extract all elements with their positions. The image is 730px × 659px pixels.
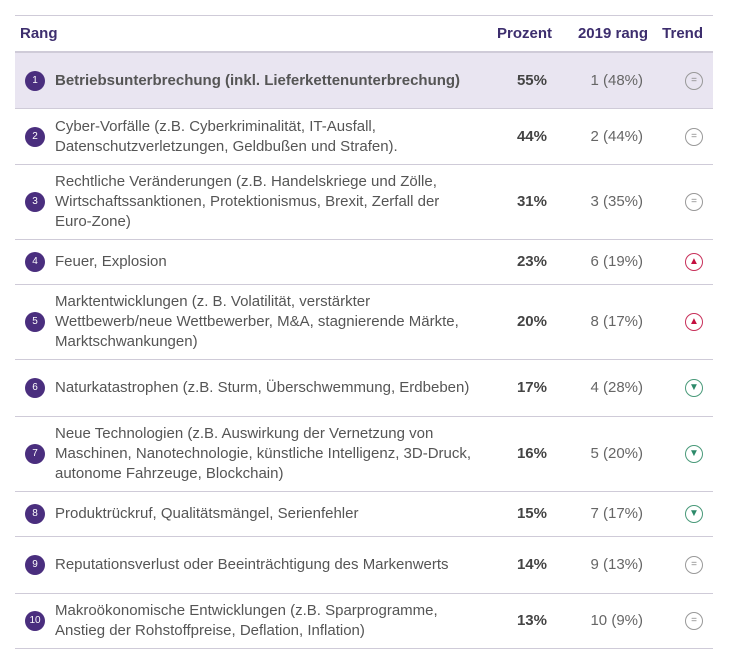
rank-badge: 1 — [25, 70, 45, 91]
rank-badge: 10 — [25, 611, 45, 631]
trend-equal-icon: = — [685, 612, 703, 630]
table-row: 8 Produktrückruf, Qualitätsmängel, Serie… — [15, 492, 713, 537]
trend-cell: = — [643, 193, 713, 211]
risk-label: Naturkatastrophen (z.B. Sturm, Überschwe… — [55, 379, 470, 396]
rank-cell: 8 — [15, 504, 55, 524]
table-row: 10 Makroökonomische Entwicklungen (z.B. … — [15, 594, 713, 649]
risk-label: Marktentwicklungen (z. B. Volatilität, v… — [55, 293, 459, 350]
trend-down-icon: ▼ — [685, 379, 703, 397]
trend-cell: ▼ — [643, 505, 713, 523]
risk-label: Reputationsverlust oder Beeinträchtigung… — [55, 556, 449, 573]
risk-label: Produktrückruf, Qualitätsmängel, Serienf… — [55, 505, 359, 522]
rank-cell: 1 — [15, 70, 55, 91]
table-row: 1 Betriebsunterbrechung (inkl. Lieferket… — [15, 53, 713, 109]
rank-2019-value: 9 (13%) — [590, 556, 643, 573]
percent-value: 13% — [516, 612, 547, 629]
risk-ranking-table: Rang Prozent 2019 rang Trend 1 Betriebsu… — [15, 15, 713, 649]
percent-value: 14% — [516, 556, 547, 573]
risk-label: Makroökonomische Entwicklungen (z.B. Spa… — [55, 602, 438, 639]
risk-label: Cyber-Vorfälle (z.B. Cyberkriminalität, … — [55, 117, 398, 155]
rank-badge: 5 — [25, 312, 45, 332]
trend-cell: = — [643, 556, 713, 574]
trend-down-icon: ▼ — [685, 445, 703, 463]
risk-label: Betriebsunterbrechung (inkl. Lieferkette… — [55, 71, 461, 89]
rank-cell: 3 — [15, 192, 55, 212]
rank-cell: 5 — [15, 312, 55, 332]
trend-up-icon: ▲ — [685, 253, 703, 271]
table-row: 9 Reputationsverlust oder Beeinträchtigu… — [15, 537, 713, 594]
rank-badge: 8 — [25, 504, 45, 524]
trend-cell: = — [643, 612, 713, 630]
rank-2019-value: 5 (20%) — [590, 445, 643, 462]
trend-cell: = — [643, 127, 713, 146]
trend-cell: ▼ — [643, 445, 713, 463]
table-row: 3 Rechtliche Veränderungen (z.B. Handels… — [15, 165, 713, 240]
rank-cell: 6 — [15, 378, 55, 398]
rank-2019-value: 8 (17%) — [590, 313, 643, 330]
rank-badge: 7 — [25, 444, 45, 464]
trend-cell: ▲ — [643, 253, 713, 271]
trend-equal-icon: = — [685, 127, 703, 146]
rank-2019-value: 4 (28%) — [590, 379, 643, 396]
table-row: 7 Neue Technologien (z.B. Auswirkung der… — [15, 417, 713, 492]
rank-cell: 4 — [15, 252, 55, 272]
trend-equal-icon: = — [685, 556, 703, 574]
rank-2019-value: 3 (35%) — [590, 193, 643, 210]
rank-cell: 7 — [15, 444, 55, 464]
trend-up-icon: ▲ — [685, 313, 703, 331]
trend-cell: = — [643, 71, 713, 90]
table-row: 4 Feuer, Explosion 23% 6 (19%) ▲ — [15, 240, 713, 285]
header-percent: Prozent — [496, 25, 552, 42]
risk-label: Neue Technologien (z.B. Auswirkung der V… — [55, 425, 472, 482]
rank-badge: 6 — [25, 378, 45, 398]
rank-2019-value: 2 (44%) — [590, 127, 643, 145]
rank-badge: 3 — [25, 192, 45, 212]
rank-2019-value: 10 (9%) — [590, 612, 643, 629]
header-trend: Trend — [662, 25, 703, 42]
risk-label: Rechtliche Veränderungen (z.B. Handelskr… — [55, 173, 440, 230]
percent-value: 20% — [516, 313, 547, 330]
trend-equal-icon: = — [685, 193, 703, 211]
trend-cell: ▼ — [643, 379, 713, 397]
trend-equal-icon: = — [685, 71, 703, 90]
risk-label: Feuer, Explosion — [55, 253, 167, 270]
percent-value: 44% — [516, 127, 547, 145]
trend-cell: ▲ — [643, 313, 713, 331]
percent-value: 31% — [516, 193, 547, 210]
percent-value: 55% — [516, 71, 547, 89]
percent-value: 15% — [516, 505, 547, 522]
rank-badge: 4 — [25, 252, 45, 272]
table-row: 6 Naturkatastrophen (z.B. Sturm, Übersch… — [15, 360, 713, 417]
rank-2019-value: 1 (48%) — [590, 71, 643, 89]
rank-badge: 2 — [25, 126, 45, 147]
percent-value: 23% — [516, 253, 547, 270]
percent-value: 17% — [516, 379, 547, 396]
rank-cell: 2 — [15, 126, 55, 147]
header-rank: Rang — [20, 25, 58, 42]
table-header: Rang Prozent 2019 rang Trend — [15, 16, 713, 53]
trend-down-icon: ▼ — [685, 505, 703, 523]
header-rank-2019: 2019 rang — [577, 25, 648, 42]
rank-2019-value: 6 (19%) — [590, 253, 643, 270]
rank-badge: 9 — [25, 555, 45, 575]
table-row: 2 Cyber-Vorfälle (z.B. Cyberkriminalität… — [15, 109, 713, 165]
table-row: 5 Marktentwicklungen (z. B. Volatilität,… — [15, 285, 713, 360]
rank-cell: 9 — [15, 555, 55, 575]
rank-2019-value: 7 (17%) — [590, 505, 643, 522]
percent-value: 16% — [516, 445, 547, 462]
rank-cell: 10 — [15, 611, 55, 631]
